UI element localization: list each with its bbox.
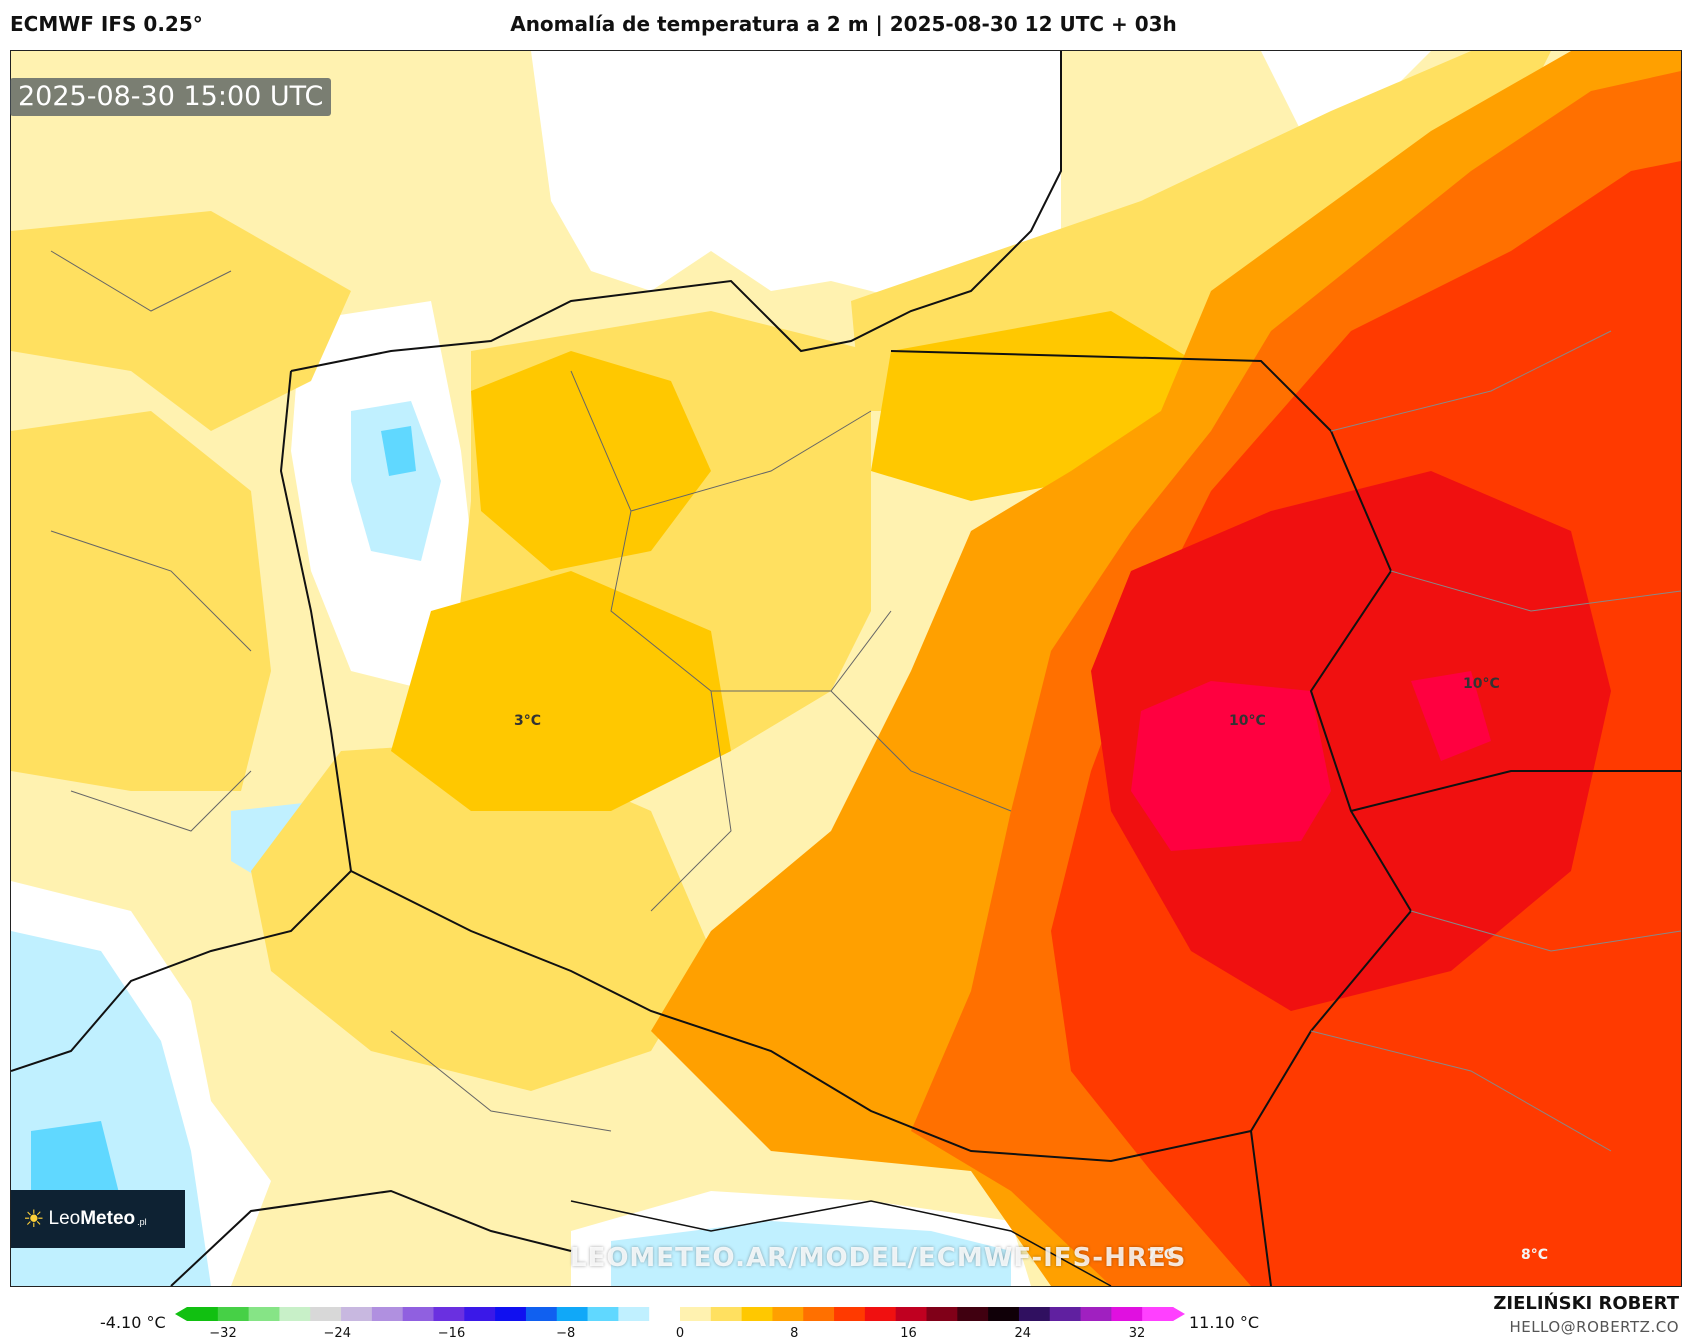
leometeo-logo[interactable]: ☀ Leo Meteo .pl bbox=[11, 1190, 185, 1248]
contour-label: 7°C bbox=[1147, 1247, 1175, 1263]
colorbar-segment bbox=[1018, 1307, 1051, 1321]
source-watermark: LEOMETEO.AR/MODEL/ECMWF-IFS-HRES bbox=[570, 1243, 1187, 1273]
anomaly-field-warm bbox=[251, 741, 711, 1091]
anomaly-field-warm bbox=[11, 411, 271, 791]
colorbar-segment bbox=[741, 1307, 773, 1321]
colorbar-segment bbox=[1111, 1307, 1143, 1321]
color-scale-bar bbox=[175, 1307, 1185, 1321]
author-email[interactable]: HELLO@ROBERTZ.CO bbox=[1509, 1318, 1679, 1336]
colorbar-tick-label: −8 bbox=[556, 1326, 576, 1341]
country-border bbox=[1350, 770, 1681, 812]
country-border bbox=[350, 870, 1252, 1163]
colorbar-max-arrow bbox=[1173, 1307, 1185, 1321]
colorbar-segment bbox=[402, 1307, 434, 1321]
anomaly-field-neutral bbox=[1261, 51, 1431, 131]
logo-suffix: .pl bbox=[137, 1217, 147, 1227]
anomaly-field-warm bbox=[851, 51, 1551, 411]
colorbar-segment bbox=[587, 1307, 619, 1321]
sun-icon: ☀ bbox=[23, 1205, 45, 1233]
anomaly-field-extreme bbox=[1131, 681, 1331, 851]
anomaly-field-cold bbox=[381, 426, 416, 476]
colorbar-segment bbox=[957, 1307, 989, 1321]
logo-text-light: Leo bbox=[48, 1208, 81, 1229]
colorbar-segment bbox=[1049, 1307, 1082, 1321]
colorbar-segment bbox=[279, 1307, 311, 1321]
colorbar-segment bbox=[834, 1307, 866, 1321]
country-border bbox=[570, 1200, 1112, 1286]
colorbar-segment bbox=[248, 1307, 280, 1321]
logo-text-bold: Meteo bbox=[80, 1208, 136, 1229]
anomaly-field-warm bbox=[391, 571, 731, 811]
anomaly-field-extreme bbox=[1411, 671, 1491, 761]
colorbar-min-arrow bbox=[175, 1307, 187, 1321]
anomaly-field-warm bbox=[471, 351, 711, 571]
colorbar-tick-label: 24 bbox=[1014, 1326, 1032, 1341]
colorbar-segment bbox=[1142, 1307, 1174, 1321]
anomaly-field-cool bbox=[611, 1221, 1011, 1286]
colorbar-segment bbox=[1080, 1307, 1112, 1321]
regional-border bbox=[50, 250, 612, 1132]
colorbar-segment bbox=[433, 1307, 465, 1321]
coastline bbox=[290, 51, 1062, 372]
map-canvas bbox=[11, 51, 1681, 1286]
regional-border bbox=[1310, 330, 1681, 1152]
colorbar-segment bbox=[464, 1307, 496, 1321]
colorbar-segment bbox=[649, 1307, 681, 1321]
temperature-anomaly-map: 3°C 10°C 10°C 7°C 8°C bbox=[10, 50, 1682, 1287]
anomaly-field-cool bbox=[351, 401, 441, 561]
valid-time-badge: 2025-08-30 15:00 UTC bbox=[10, 78, 332, 116]
legend-min-value: -4.10 °C bbox=[100, 1313, 166, 1332]
colorbar-tick-label: −32 bbox=[209, 1326, 237, 1341]
colorbar-tick-label: 8 bbox=[790, 1326, 799, 1341]
anomaly-field-warm bbox=[11, 211, 351, 431]
colorbar-segment bbox=[310, 1307, 342, 1321]
colorbar-segment bbox=[217, 1307, 250, 1321]
map-title: Anomalía de temperatura a 2 m | 2025-08-… bbox=[510, 12, 1177, 36]
contour-label: 3°C bbox=[514, 713, 542, 729]
colorbar-segment bbox=[187, 1307, 219, 1321]
colorbar-tick-label: −24 bbox=[323, 1326, 351, 1341]
colorbar-tick-label: −16 bbox=[437, 1326, 466, 1341]
colorbar-segment bbox=[803, 1307, 835, 1321]
country-border bbox=[170, 1189, 572, 1286]
colorbar-tick-label: 16 bbox=[900, 1326, 917, 1341]
colorbar-segment bbox=[895, 1307, 927, 1321]
colorbar-tick-label: 0 bbox=[675, 1326, 685, 1341]
model-name: ECMWF IFS 0.25° bbox=[10, 12, 203, 36]
regional-border bbox=[570, 370, 1012, 912]
baltic-sea bbox=[531, 51, 1061, 301]
colorbar-segment bbox=[556, 1307, 589, 1321]
contour-label: 10°C bbox=[1229, 713, 1266, 729]
colorbar-segment bbox=[495, 1307, 527, 1321]
author-name: ZIELIŃSKI ROBERT bbox=[1493, 1293, 1679, 1314]
colorbar-segment bbox=[988, 1307, 1020, 1321]
colorbar-segment bbox=[371, 1307, 404, 1321]
colorbar-segment bbox=[341, 1307, 373, 1321]
contour-label: 10°C bbox=[1463, 676, 1500, 692]
legend-max-value: 11.10 °C bbox=[1189, 1313, 1260, 1332]
country-border bbox=[890, 350, 1413, 1286]
country-border bbox=[11, 370, 353, 1072]
colorbar-segment bbox=[525, 1307, 558, 1321]
anomaly-field-very-hot bbox=[1091, 471, 1611, 1011]
colorbar-segment bbox=[772, 1307, 804, 1321]
colorbar-segment bbox=[864, 1307, 897, 1321]
colorbar-segment bbox=[710, 1307, 743, 1321]
colorbar-segment bbox=[618, 1307, 650, 1321]
colorbar-tick-label: 32 bbox=[1128, 1326, 1146, 1341]
colorbar-segment bbox=[680, 1307, 712, 1321]
colorbar-segment bbox=[926, 1307, 958, 1321]
contour-label: 8°C bbox=[1521, 1247, 1549, 1263]
